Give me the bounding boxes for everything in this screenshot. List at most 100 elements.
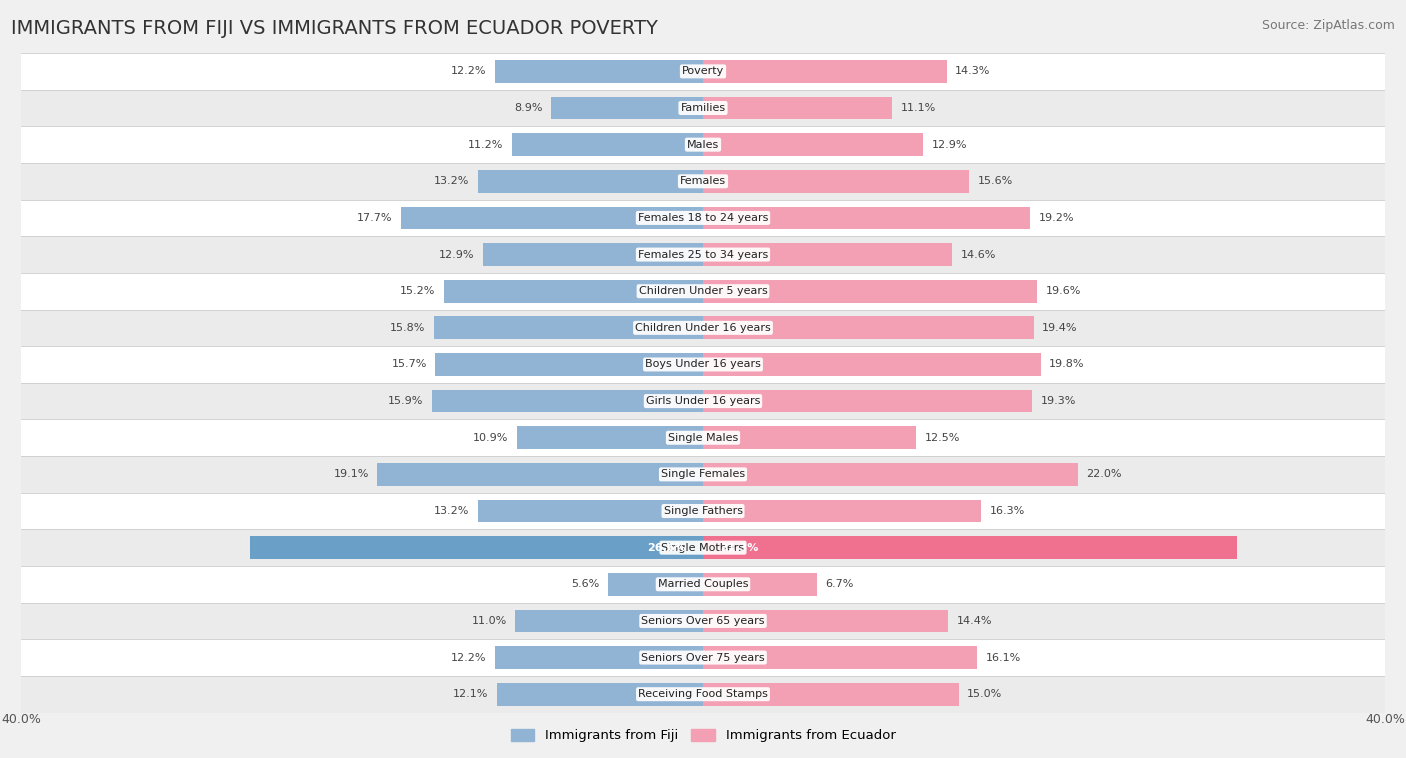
Text: Single Females: Single Females xyxy=(661,469,745,479)
Bar xyxy=(21,383,1385,419)
Text: 5.6%: 5.6% xyxy=(571,579,599,589)
Bar xyxy=(432,390,703,412)
Bar xyxy=(21,419,1385,456)
Text: 12.2%: 12.2% xyxy=(451,67,486,77)
Text: Females: Females xyxy=(681,177,725,186)
Bar xyxy=(21,53,1385,89)
Bar xyxy=(703,390,1032,412)
Bar xyxy=(21,199,1385,236)
Bar xyxy=(703,573,817,596)
Text: Receiving Food Stamps: Receiving Food Stamps xyxy=(638,689,768,699)
Text: 15.8%: 15.8% xyxy=(389,323,425,333)
Text: 15.7%: 15.7% xyxy=(391,359,427,369)
Text: IMMIGRANTS FROM FIJI VS IMMIGRANTS FROM ECUADOR POVERTY: IMMIGRANTS FROM FIJI VS IMMIGRANTS FROM … xyxy=(11,19,658,38)
Bar xyxy=(484,243,703,266)
Bar xyxy=(703,317,1033,339)
Bar xyxy=(21,346,1385,383)
Text: 16.3%: 16.3% xyxy=(990,506,1025,516)
Bar xyxy=(21,639,1385,676)
Bar xyxy=(551,97,703,119)
Bar xyxy=(377,463,703,486)
Text: 19.6%: 19.6% xyxy=(1046,287,1081,296)
Text: 19.8%: 19.8% xyxy=(1049,359,1084,369)
Bar xyxy=(21,456,1385,493)
Bar xyxy=(21,309,1385,346)
Bar xyxy=(703,463,1078,486)
Text: 12.9%: 12.9% xyxy=(439,249,475,259)
Bar xyxy=(21,273,1385,309)
Bar xyxy=(703,647,977,669)
Text: 6.7%: 6.7% xyxy=(825,579,853,589)
Text: 14.6%: 14.6% xyxy=(960,249,995,259)
Bar xyxy=(703,427,917,449)
Text: Seniors Over 65 years: Seniors Over 65 years xyxy=(641,616,765,626)
Bar xyxy=(444,280,703,302)
Bar xyxy=(607,573,703,596)
Text: Single Mothers: Single Mothers xyxy=(661,543,745,553)
Bar xyxy=(703,280,1038,302)
Bar xyxy=(21,529,1385,566)
Bar xyxy=(21,603,1385,639)
Bar xyxy=(21,676,1385,713)
Text: Poverty: Poverty xyxy=(682,67,724,77)
Text: 15.2%: 15.2% xyxy=(399,287,436,296)
Text: 17.7%: 17.7% xyxy=(357,213,392,223)
Text: Seniors Over 75 years: Seniors Over 75 years xyxy=(641,653,765,662)
Text: 40.0%: 40.0% xyxy=(1365,713,1405,726)
Bar xyxy=(401,207,703,229)
Text: 19.3%: 19.3% xyxy=(1040,396,1076,406)
Bar xyxy=(21,236,1385,273)
Bar xyxy=(703,97,893,119)
Bar xyxy=(478,500,703,522)
Text: 13.2%: 13.2% xyxy=(434,506,470,516)
Text: Girls Under 16 years: Girls Under 16 years xyxy=(645,396,761,406)
Bar xyxy=(495,647,703,669)
Bar xyxy=(703,133,922,156)
Text: 15.9%: 15.9% xyxy=(388,396,423,406)
Bar xyxy=(21,493,1385,529)
Text: 11.2%: 11.2% xyxy=(468,139,503,149)
Text: Source: ZipAtlas.com: Source: ZipAtlas.com xyxy=(1261,19,1395,32)
Text: 19.1%: 19.1% xyxy=(333,469,368,479)
Bar xyxy=(516,609,703,632)
Bar xyxy=(703,207,1031,229)
Bar xyxy=(249,537,703,559)
Bar xyxy=(517,427,703,449)
Text: 11.1%: 11.1% xyxy=(901,103,936,113)
Bar xyxy=(21,127,1385,163)
Text: 16.1%: 16.1% xyxy=(986,653,1021,662)
Text: 15.0%: 15.0% xyxy=(967,689,1002,699)
Legend: Immigrants from Fiji, Immigrants from Ecuador: Immigrants from Fiji, Immigrants from Ec… xyxy=(510,728,896,742)
Bar xyxy=(21,566,1385,603)
Bar xyxy=(478,170,703,193)
Text: 19.2%: 19.2% xyxy=(1039,213,1074,223)
Bar xyxy=(703,537,1237,559)
Bar xyxy=(433,317,703,339)
Text: 40.0%: 40.0% xyxy=(1,713,41,726)
Bar xyxy=(436,353,703,376)
Bar xyxy=(703,609,949,632)
Text: 8.9%: 8.9% xyxy=(515,103,543,113)
Text: 15.6%: 15.6% xyxy=(977,177,1012,186)
Bar xyxy=(496,683,703,706)
Bar xyxy=(703,683,959,706)
Text: 13.2%: 13.2% xyxy=(434,177,470,186)
Bar xyxy=(495,60,703,83)
Bar xyxy=(21,163,1385,199)
Text: Families: Families xyxy=(681,103,725,113)
Text: Boys Under 16 years: Boys Under 16 years xyxy=(645,359,761,369)
Text: 12.2%: 12.2% xyxy=(451,653,486,662)
Text: 14.4%: 14.4% xyxy=(957,616,993,626)
Text: 11.0%: 11.0% xyxy=(471,616,508,626)
Bar xyxy=(703,170,969,193)
Bar xyxy=(703,60,946,83)
Text: 12.9%: 12.9% xyxy=(931,139,967,149)
Text: Single Fathers: Single Fathers xyxy=(664,506,742,516)
Text: 12.5%: 12.5% xyxy=(925,433,960,443)
Text: 14.3%: 14.3% xyxy=(955,67,991,77)
Bar xyxy=(512,133,703,156)
Text: 31.3%: 31.3% xyxy=(720,543,758,553)
Text: Children Under 5 years: Children Under 5 years xyxy=(638,287,768,296)
Text: 10.9%: 10.9% xyxy=(474,433,509,443)
Bar xyxy=(703,243,952,266)
